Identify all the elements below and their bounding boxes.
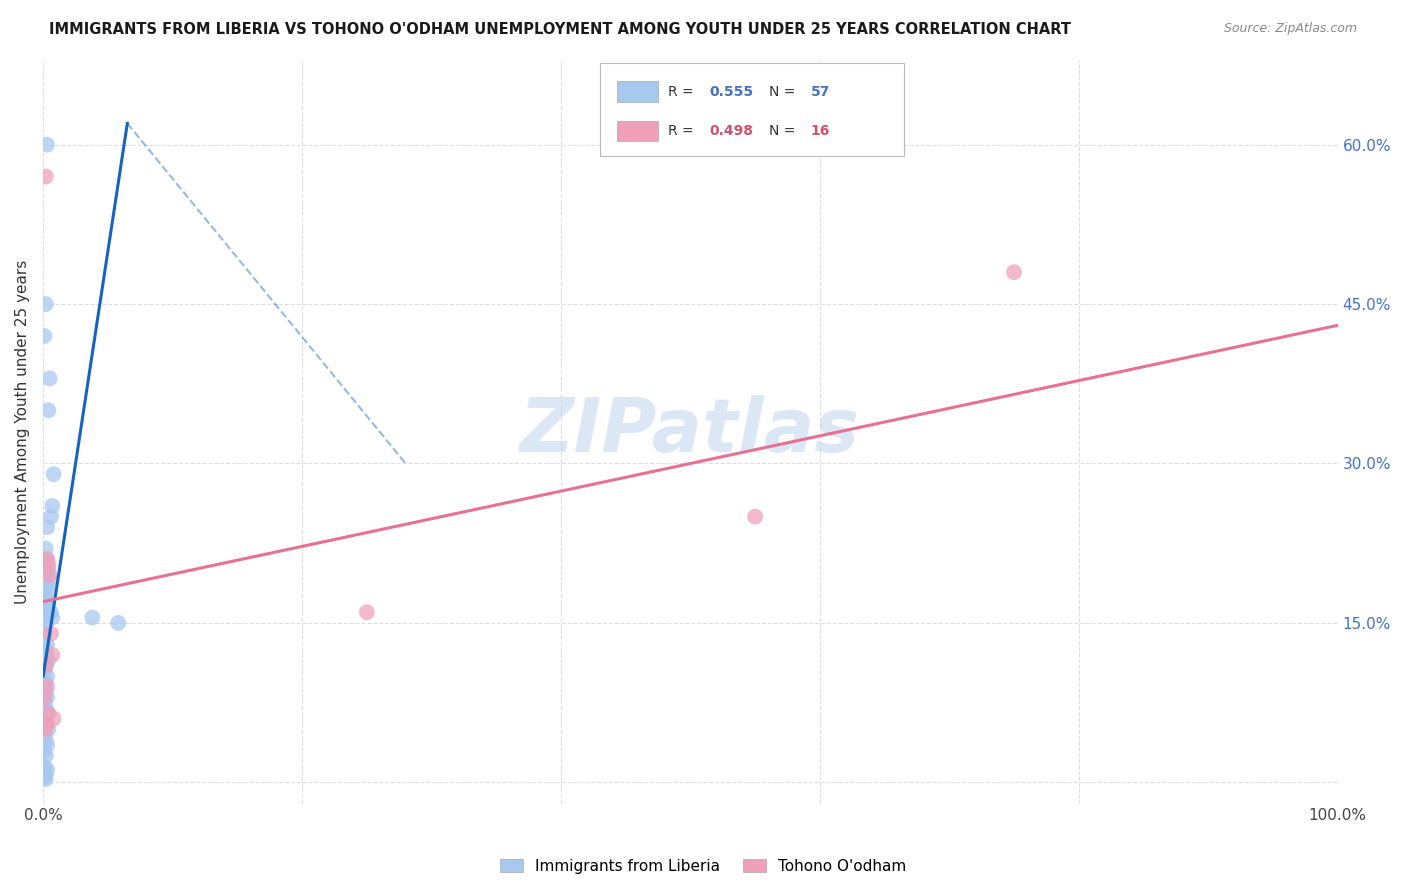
Text: R =: R = [668,85,699,99]
Text: 16: 16 [811,124,830,138]
Point [34,574,56,588]
Point [35,685,58,699]
Text: ZIPatlas: ZIPatlas [520,395,860,468]
Point [42,467,65,482]
Text: 0.555: 0.555 [710,85,754,99]
Point [38,574,60,588]
Point [35,520,58,534]
Point [41,648,63,662]
Point [37,403,59,417]
Point [35,297,58,311]
Point [356,605,378,619]
Point [37,706,59,721]
Point [35,642,58,657]
Text: 0.498: 0.498 [710,124,754,138]
Point [39,605,62,619]
Point [38,568,60,582]
Text: 57: 57 [811,85,830,99]
Point [34,610,56,624]
Point [37,599,59,614]
Point [34,552,56,566]
Point [34,690,56,705]
Point [35,637,58,651]
FancyBboxPatch shape [600,63,904,156]
Point [38,371,60,385]
Point [35,563,58,577]
Point [34,329,56,343]
Point [35,732,58,747]
Text: N =: N = [769,124,800,138]
Point [35,584,58,599]
Point [35,706,58,721]
Point [34,727,56,741]
Point [34,696,56,710]
Point [82,610,104,624]
Text: N =: N = [769,85,800,99]
Point [34,759,56,773]
Point [41,499,63,513]
Point [35,169,58,184]
Point [34,595,56,609]
Point [42,712,65,726]
Point [35,595,58,609]
Point [35,615,58,630]
Point [39,509,62,524]
Point [34,770,56,784]
Point [35,579,58,593]
Point [1002,265,1025,279]
Point [35,723,58,737]
Point [39,626,62,640]
Point [35,552,58,566]
Point [35,717,58,731]
Point [37,653,59,667]
Point [34,664,56,678]
Point [35,690,58,705]
Point [35,748,58,763]
Point [35,137,58,152]
Point [37,558,59,572]
Point [35,669,58,683]
Point [35,772,58,787]
Point [35,552,58,566]
Point [35,590,58,604]
Legend: Immigrants from Liberia, Tohono O'odham: Immigrants from Liberia, Tohono O'odham [494,853,912,880]
Point [35,763,58,777]
Y-axis label: Unemployment Among Youth under 25 years: Unemployment Among Youth under 25 years [15,260,30,604]
Point [35,658,58,673]
Point [35,674,58,689]
Point [744,509,766,524]
Point [34,626,56,640]
Point [107,615,129,630]
Point [35,605,58,619]
Point [35,738,58,752]
Text: R =: R = [668,124,699,138]
Point [37,563,59,577]
Point [34,743,56,757]
Text: IMMIGRANTS FROM LIBERIA VS TOHONO O'ODHAM UNEMPLOYMENT AMONG YOUTH UNDER 25 YEAR: IMMIGRANTS FROM LIBERIA VS TOHONO O'ODHA… [49,22,1071,37]
Point [34,680,56,694]
Point [35,767,58,781]
Point [34,712,56,726]
Point [35,717,58,731]
Text: Source: ZipAtlas.com: Source: ZipAtlas.com [1223,22,1357,36]
Point [35,541,58,556]
Bar [617,120,658,142]
Point [35,658,58,673]
Bar [617,81,658,102]
Point [35,680,58,694]
Point [34,648,56,662]
Point [41,610,63,624]
Point [35,701,58,715]
Point [37,723,59,737]
